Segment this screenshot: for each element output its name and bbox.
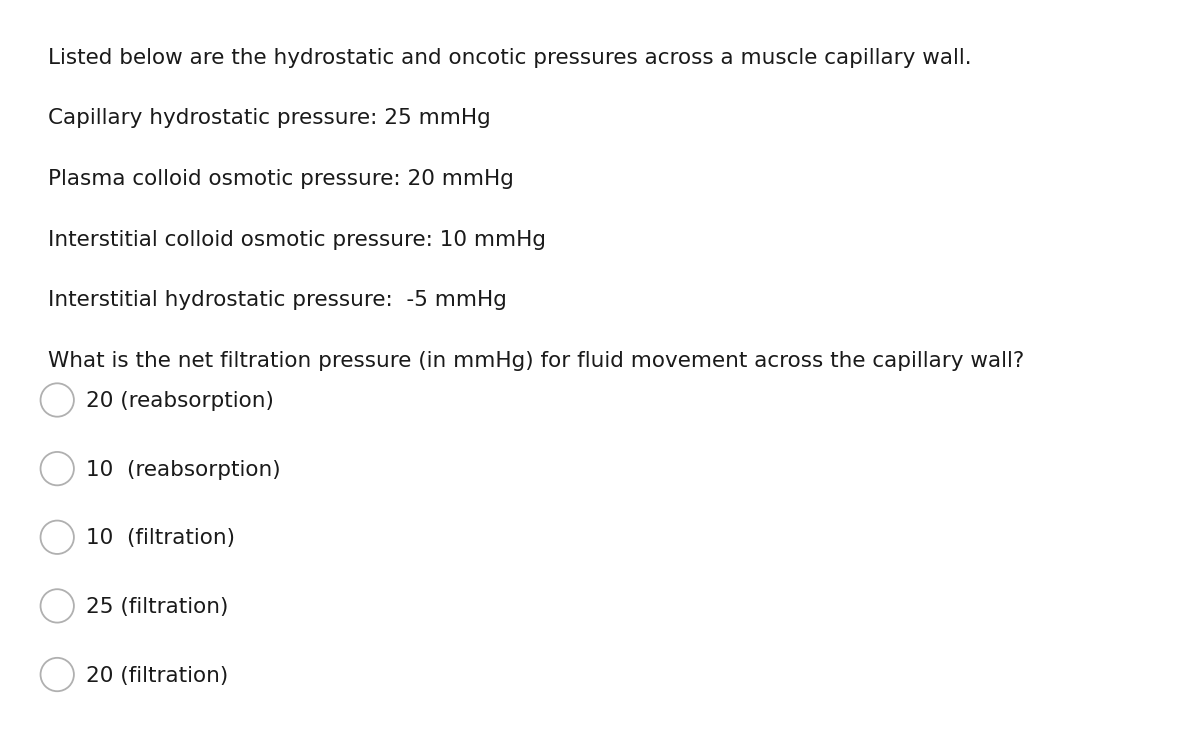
Ellipse shape <box>41 589 74 623</box>
Text: 20 (reabsorption): 20 (reabsorption) <box>86 391 274 411</box>
Text: Plasma colloid osmotic pressure: 20 mmHg: Plasma colloid osmotic pressure: 20 mmHg <box>48 169 514 189</box>
Ellipse shape <box>41 658 74 692</box>
Text: 10  (reabsorption): 10 (reabsorption) <box>86 460 280 480</box>
Text: Interstitial hydrostatic pressure:  -5 mmHg: Interstitial hydrostatic pressure: -5 mm… <box>48 290 507 310</box>
Ellipse shape <box>41 383 74 417</box>
Text: Capillary hydrostatic pressure: 25 mmHg: Capillary hydrostatic pressure: 25 mmHg <box>48 108 490 128</box>
Ellipse shape <box>41 452 74 486</box>
Text: 10  (filtration): 10 (filtration) <box>86 528 235 548</box>
Text: What is the net filtration pressure (in mmHg) for fluid movement across the capi: What is the net filtration pressure (in … <box>48 351 1024 370</box>
Text: 20 (filtration): 20 (filtration) <box>86 666 228 686</box>
Text: Listed below are the hydrostatic and oncotic pressures across a muscle capillary: Listed below are the hydrostatic and onc… <box>48 48 971 68</box>
Text: Interstitial colloid osmotic pressure: 10 mmHg: Interstitial colloid osmotic pressure: 1… <box>48 230 546 249</box>
Ellipse shape <box>41 520 74 554</box>
Text: 25 (filtration): 25 (filtration) <box>86 597 228 617</box>
